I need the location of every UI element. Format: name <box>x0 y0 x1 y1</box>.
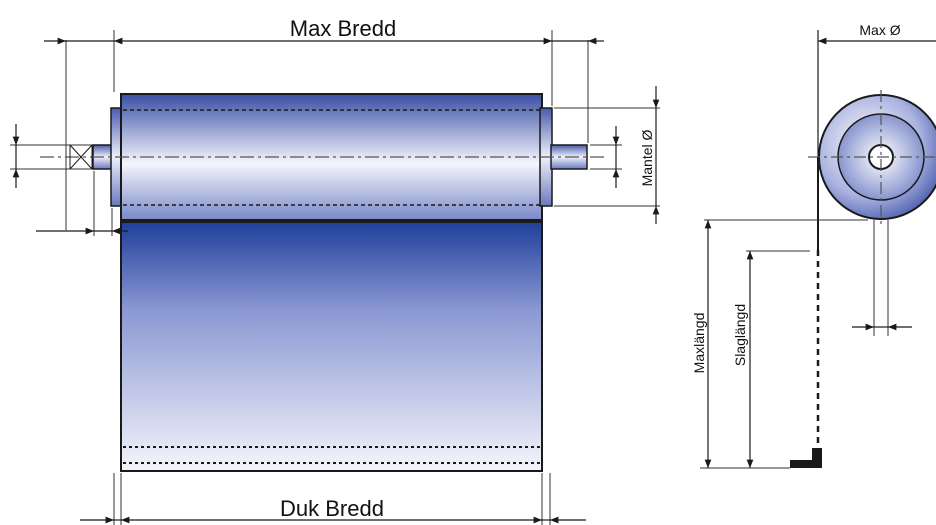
tube-diameter-label: Mantel Ø <box>639 129 655 186</box>
bottom-bar-profile <box>790 448 822 468</box>
fabric-width-label: Duk Bredd <box>280 496 384 521</box>
extension-lines <box>10 30 660 525</box>
max-length-label: Maxlängd <box>691 313 707 374</box>
length-extension-lines <box>700 219 868 469</box>
max-diameter-dimension <box>817 30 936 156</box>
max-width-label: Max Bredd <box>290 16 396 41</box>
max-diameter-label: Max Ø <box>859 22 900 38</box>
fabric <box>120 221 543 472</box>
front-view: Max Bredd Duk Bredd <box>10 16 660 525</box>
side-view: Max Ø Maxlängd <box>691 22 936 469</box>
side-shaft-extension <box>873 220 889 336</box>
stroke-length-label: Slaglängd <box>732 304 748 366</box>
